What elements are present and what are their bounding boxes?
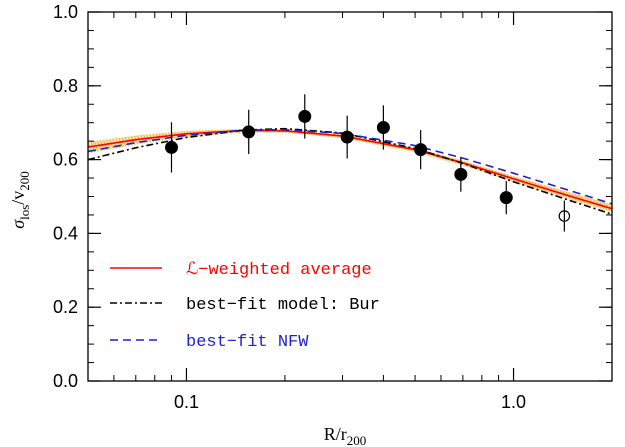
data-point-group bbox=[454, 157, 468, 192]
data-point bbox=[454, 167, 468, 181]
data-point-group bbox=[414, 130, 428, 170]
y-axis-label: σlos/v200 bbox=[8, 171, 32, 229]
y-tick-label: 1.0 bbox=[53, 2, 78, 22]
data-point-group bbox=[242, 109, 256, 155]
y-axis-label-v: v bbox=[8, 191, 28, 200]
data-point-group bbox=[558, 200, 571, 232]
plot-frame bbox=[87, 11, 613, 382]
x-tick-label: 1.0 bbox=[501, 392, 526, 412]
data-points-layer bbox=[164, 94, 571, 232]
data-point bbox=[414, 143, 428, 157]
x-axis-label-sub: 200 bbox=[347, 433, 367, 447]
data-point-group bbox=[340, 115, 354, 159]
legend-label-2: best−fit model: Bur bbox=[186, 296, 380, 315]
data-point-open bbox=[558, 210, 571, 222]
data-point-group bbox=[298, 94, 312, 139]
y-axis-label-v-sub: 200 bbox=[17, 171, 32, 191]
y-axis-label-sigma-sub: los bbox=[17, 205, 32, 220]
data-point-group bbox=[164, 122, 178, 173]
y-axis-label-sigma: σ bbox=[8, 219, 28, 229]
y-tick-label: 0.6 bbox=[53, 150, 78, 170]
x-tick-label: 0.1 bbox=[174, 392, 199, 412]
tick-labels: 0.0 0.2 0.4 0.6 0.8 1.0 0.1 1.0 bbox=[53, 2, 526, 412]
y-tick-label: 0.8 bbox=[53, 76, 78, 96]
legend: ℒ−weighted average best−fit model: Bur bes… bbox=[110, 261, 380, 352]
y-tick-label: 0.4 bbox=[53, 223, 78, 243]
data-point bbox=[499, 191, 513, 205]
data-point bbox=[340, 130, 354, 144]
legend-label-1: ℒ−weighted average bbox=[186, 261, 372, 280]
x-axis-label-base: R/r bbox=[324, 424, 347, 444]
data-point-group bbox=[499, 181, 513, 215]
data-point bbox=[298, 109, 312, 123]
uncertainty-band bbox=[88, 128, 612, 213]
data-point-group bbox=[376, 105, 390, 150]
y-tick-label: 0.0 bbox=[53, 371, 78, 391]
y-axis-label-slash: / bbox=[8, 200, 28, 205]
x-axis-label: R/r200 bbox=[324, 424, 367, 447]
data-point bbox=[242, 125, 256, 139]
data-point bbox=[376, 120, 390, 134]
legend-label-3: best−fit NFW bbox=[186, 333, 309, 352]
y-tick-label: 0.2 bbox=[53, 297, 78, 317]
data-point bbox=[164, 140, 178, 154]
axes bbox=[87, 11, 613, 382]
